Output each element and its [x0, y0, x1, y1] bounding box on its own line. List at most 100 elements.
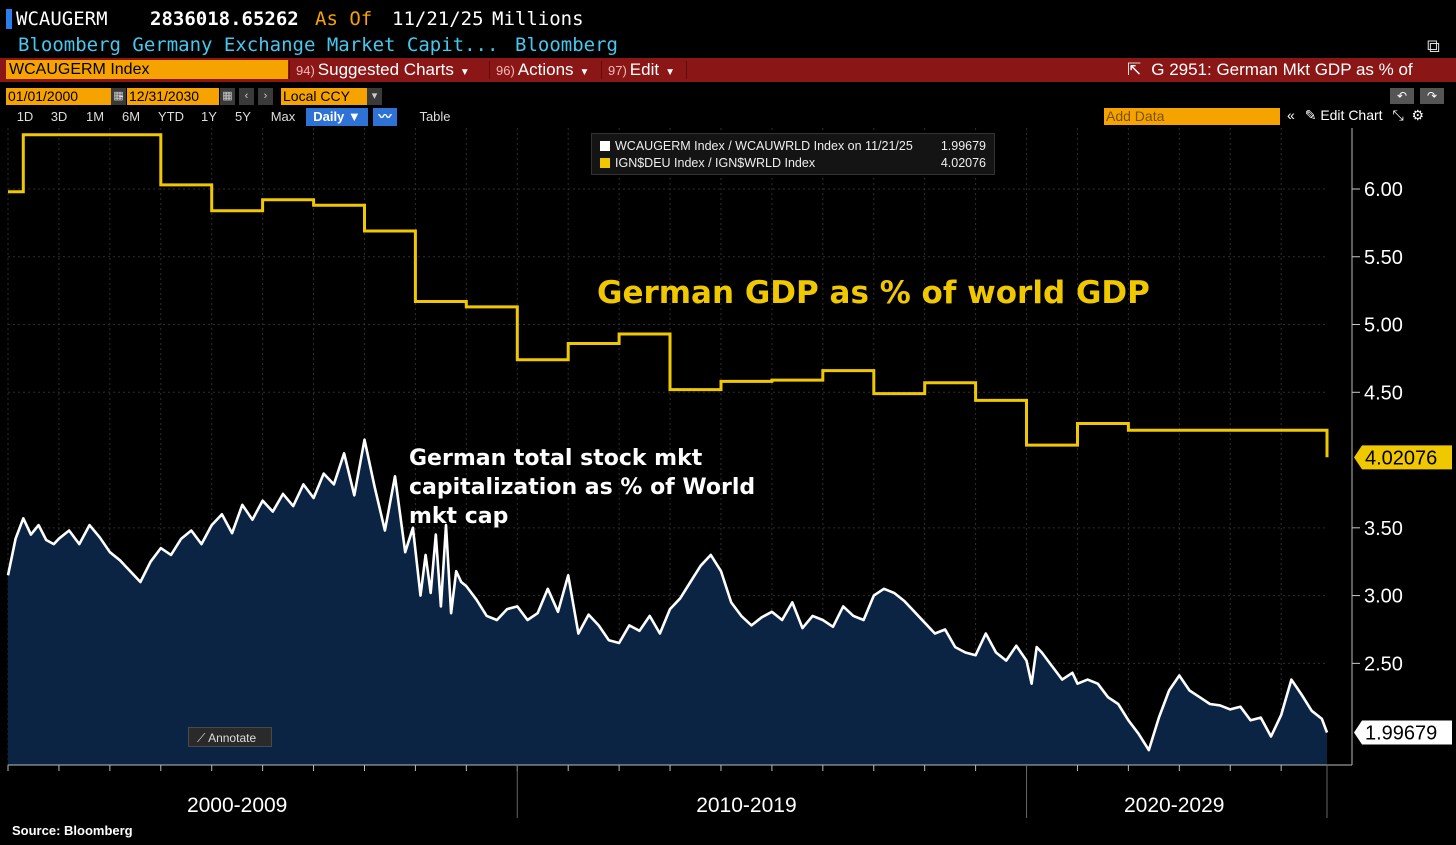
- edit-chart-button[interactable]: Edit Chart: [1320, 107, 1383, 123]
- gdp-last-value-box: [1354, 445, 1452, 470]
- mktcap-annotation-line: mkt cap: [409, 504, 508, 529]
- x-period-label: 2010-2019: [696, 794, 796, 817]
- period-tabs-row: 1D 3D 1M 6M YTD 1Y 5Y Max Daily ▼ 〰 Tabl…: [0, 108, 1456, 127]
- data-source: Bloomberg: [515, 34, 618, 56]
- legend-label: IGN$DEU Index / IGN$WRLD Index: [615, 156, 816, 170]
- tab-1y[interactable]: 1Y: [201, 109, 217, 124]
- security-description: Bloomberg Germany Exchange Market Capit.…: [18, 34, 499, 56]
- footer-source: Source: Bloomberg: [12, 823, 133, 838]
- settings-icon[interactable]: ⚙: [1411, 107, 1425, 123]
- legend-swatch: [600, 158, 610, 168]
- selection-marker: [6, 9, 12, 29]
- as-of-date: 11/21/25: [392, 8, 484, 30]
- x-axis: 2000-2009 2010-2019 2020-2029: [7, 764, 1352, 818]
- date-range-row: 01/01/2000 ▦ - 12/31/2030 ▦ ‹ › Local CC…: [0, 87, 1456, 106]
- tab-3d[interactable]: 3D: [50, 109, 68, 124]
- frequency-select[interactable]: Daily ▼: [306, 108, 368, 126]
- add-data-input[interactable]: Add Data: [1104, 108, 1280, 125]
- tab-6m[interactable]: 6M: [121, 109, 141, 124]
- caret-down-icon[interactable]: ▾: [367, 88, 382, 105]
- x-period-label: 2000-2009: [187, 794, 287, 817]
- tab-1m[interactable]: 1M: [85, 109, 105, 124]
- y-tick-label: 5.00: [1364, 315, 1403, 337]
- calendar-icon[interactable]: ▦: [220, 88, 235, 105]
- chevron-right-icon[interactable]: ›: [258, 88, 273, 105]
- tab-1d[interactable]: 1D: [16, 109, 34, 124]
- y-tick-label: 2.50: [1364, 653, 1403, 675]
- annotate-button[interactable]: ⟋ Annotate: [188, 727, 272, 747]
- y-tick-label: 4.50: [1364, 382, 1403, 404]
- as-of-label: As Of: [315, 8, 373, 30]
- menu-number: 94): [296, 63, 315, 78]
- y-axis: 6.00 5.50 5.00 4.50 3.50 3.00 2.50 4.02076 1.996…: [1351, 128, 1452, 765]
- mktcap-annotation-line: capitalization as % of World: [409, 475, 755, 500]
- mktcap-last-value-text: 1.99679: [1365, 722, 1437, 744]
- tab-5y[interactable]: 5Y: [235, 109, 251, 124]
- table-button[interactable]: Table: [419, 109, 451, 124]
- menu-divider: [601, 61, 602, 79]
- chevron-left-icon[interactable]: ‹: [239, 88, 254, 105]
- menu-divider: [289, 61, 290, 79]
- menu-label: Actions: [517, 60, 574, 79]
- mktcap-last-value-box: [1354, 720, 1452, 745]
- edit-menu[interactable]: 97) Edit ▼: [608, 58, 675, 82]
- caret-down-icon: ▼: [579, 67, 590, 78]
- description-line: Bloomberg Germany Exchange Market Capit.…: [18, 34, 618, 56]
- security-field[interactable]: WCAUGERM Index: [6, 60, 288, 79]
- pencil-icon: ⟋: [197, 731, 209, 745]
- redo-icon[interactable]: ↷: [1420, 88, 1444, 104]
- y-tick-label: 6.00: [1364, 179, 1403, 201]
- annotate-label: Annotate: [208, 731, 257, 745]
- legend-label: WCAUGERM Index / WCAUWRLD Index on 11/21…: [615, 139, 913, 153]
- menu-number: 96): [496, 63, 515, 78]
- mktcap-line: [6, 438, 1329, 752]
- calendar-icon[interactable]: ▦: [111, 88, 126, 105]
- menu-divider: [489, 61, 490, 79]
- legend-value-gdp: 4.02076: [940, 156, 986, 170]
- menu-label: Suggested Charts: [317, 60, 454, 79]
- currency-select[interactable]: Local CCY: [281, 88, 367, 105]
- menu-number: 97): [608, 63, 627, 78]
- ticker[interactable]: WCAUGERM: [16, 8, 108, 30]
- pencil-icon[interactable]: ✎: [1304, 107, 1317, 123]
- units: Millions: [492, 8, 584, 30]
- resize-icon[interactable]: ⤡: [1392, 107, 1404, 123]
- end-date-field[interactable]: 12/31/2030: [127, 88, 219, 105]
- gdp-annotation: German GDP as % of world GDP: [597, 275, 1150, 311]
- chart-tools: « ✎ Edit Chart ⤡ ⚙: [1287, 107, 1424, 124]
- legend-swatch: [600, 141, 610, 151]
- legend-value-mktcap: 1.99679: [940, 139, 986, 153]
- y-tick-label: 3.50: [1364, 518, 1403, 540]
- line-chart-icon[interactable]: 〰: [373, 108, 397, 126]
- external-link-icon: ⇱: [1127, 60, 1142, 79]
- popout-icon[interactable]: ⧉: [1427, 36, 1440, 56]
- legend-entry-mktcap: WCAUGERM Index / WCAUWRLD Index on 11/21…: [600, 138, 913, 154]
- header-line: WCAUGERM 2836018.65262 As Of 11/21/25 Mi…: [0, 6, 1456, 32]
- caret-down-icon: ▼: [459, 67, 470, 78]
- tab-max[interactable]: Max: [270, 109, 296, 124]
- plot-area: [6, 133, 1329, 765]
- y-tick-label: 5.50: [1364, 247, 1403, 269]
- last-value: 2836018.65262: [150, 8, 299, 30]
- collapse-icon[interactable]: «: [1287, 107, 1295, 123]
- gdp-last-value-text: 4.02076: [1365, 447, 1437, 469]
- menu-divider: [686, 61, 687, 79]
- actions-menu[interactable]: 96) Actions ▼: [496, 58, 589, 82]
- chart-id: G 2951: German Mkt GDP as % of: [1151, 60, 1413, 79]
- mktcap-annotation-line: German total stock mkt: [409, 446, 703, 471]
- menu-bar: WCAUGERM Index 94) Suggested Charts ▼ 96) A…: [0, 58, 1456, 82]
- undo-icon[interactable]: ↶: [1390, 88, 1414, 104]
- chart-title-link[interactable]: ⇱ G 2951: German Mkt GDP as % of: [1127, 58, 1413, 82]
- gdp-line: [8, 133, 1329, 458]
- caret-down-icon: ▼: [665, 67, 675, 78]
- range-dash: -: [119, 87, 124, 103]
- suggested-charts-menu[interactable]: 94) Suggested Charts ▼: [296, 58, 470, 82]
- legend-entry-gdp: IGN$DEU Index / IGN$WRLD Index: [600, 155, 815, 171]
- annotations: German GDP as % of world GDP German total…: [409, 275, 1150, 529]
- legend: WCAUGERM Index / WCAUWRLD Index on 11/21…: [591, 133, 995, 175]
- tab-ytd[interactable]: YTD: [158, 109, 184, 124]
- start-date-field[interactable]: 01/01/2000: [6, 88, 118, 105]
- mktcap-area: [8, 439, 1327, 765]
- menu-label: Edit: [629, 60, 660, 79]
